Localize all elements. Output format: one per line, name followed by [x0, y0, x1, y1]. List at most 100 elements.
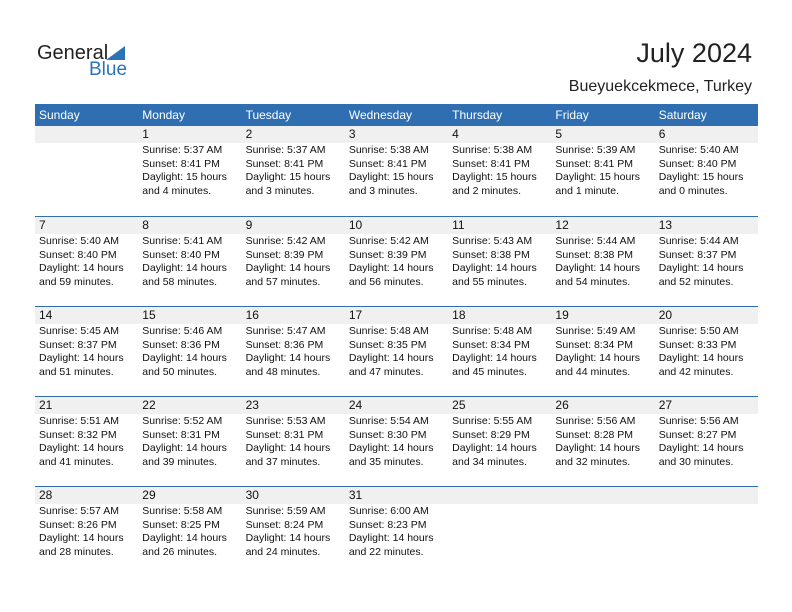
day-info: Sunrise: 5:56 AM Sunset: 8:28 PM Daylight:…: [551, 414, 654, 469]
sunset-text: Sunset: 8:25 PM: [142, 518, 220, 531]
day-cell: 29 Sunrise: 5:58 AM Sunset: 8:25 PM Dayligh…: [138, 487, 242, 576]
daylight1-text: Daylight: 15 hours: [142, 171, 227, 183]
day-info: Sunrise: 5:39 AM Sunset: 8:41 PM Daylight:…: [551, 143, 654, 198]
day-info: Sunrise: 5:57 AM Sunset: 8:26 PM Daylight:…: [35, 504, 138, 559]
daylight1-text: Daylight: 14 hours: [555, 442, 641, 454]
daylight1-text: Daylight: 14 hours: [39, 352, 124, 364]
sunrise-text: Sunrise: 5:58 AM: [142, 505, 223, 517]
day-number: 7: [35, 217, 139, 234]
day-cell: 23 Sunrise: 5:53 AM Sunset: 8:31 PM Dayligh…: [241, 397, 345, 486]
sunrise-text: Sunrise: 5:49 AM: [555, 325, 636, 337]
sunset-text: Sunset: 8:40 PM: [142, 248, 220, 261]
daylight1-text: Daylight: 14 hours: [452, 442, 537, 454]
day-number: 20: [654, 307, 758, 324]
sunset-text: Sunset: 8:34 PM: [555, 338, 634, 351]
day-number: 19: [551, 307, 655, 324]
daylight1-text: Daylight: 15 hours: [658, 171, 744, 183]
daylight2-text: and 24 minutes.: [245, 545, 321, 558]
day-info: Sunrise: 5:42 AM Sunset: 8:39 PM Daylight:…: [242, 234, 345, 289]
day-number: 11: [448, 217, 552, 234]
page-title: July 2024: [636, 38, 752, 68]
sunrise-text: Sunrise: 5:56 AM: [658, 415, 739, 427]
daylight2-text: and 54 minutes.: [555, 275, 631, 288]
week-row: 28 Sunrise: 5:57 AM Sunset: 8:26 PM Dayligh…: [35, 486, 758, 576]
weekday-header: Sunday Monday Tuesday Wednesday Thursday Frid…: [35, 104, 758, 126]
daylight2-text: and 3 minutes.: [245, 184, 315, 197]
daylight2-text: and 26 minutes.: [142, 545, 217, 558]
day-cell: 31 Sunrise: 6:00 AM Sunset: 8:23 PM Dayligh…: [344, 487, 449, 576]
daylight2-text: and 59 minutes.: [39, 275, 114, 288]
day-info: Sunrise: 5:45 AM Sunset: 8:37 PM Daylight:…: [35, 324, 138, 379]
sunrise-text: Sunrise: 5:41 AM: [142, 235, 223, 247]
day-info: Sunrise: 6:00 AM Sunset: 8:23 PM Daylight:…: [345, 504, 448, 559]
day-info: Sunrise: 5:41 AM Sunset: 8:40 PM Daylight:…: [138, 234, 241, 289]
day-cell: 12 Sunrise: 5:44 AM Sunset: 8:38 PM Dayligh…: [551, 217, 655, 306]
daylight2-text: and 47 minutes.: [348, 365, 424, 378]
day-info: Sunrise: 5:59 AM Sunset: 8:24 PM Daylight:…: [242, 504, 345, 559]
day-cell: 16 Sunrise: 5:47 AM Sunset: 8:36 PM Dayligh…: [241, 307, 345, 396]
daylight2-text: and 37 minutes.: [245, 455, 321, 468]
day-number: 21: [35, 397, 139, 414]
day-number: 26: [551, 397, 655, 414]
day-info: Sunrise: 5:42 AM Sunset: 8:39 PM Daylight:…: [345, 234, 448, 289]
sunrise-text: Sunrise: 5:44 AM: [658, 235, 739, 247]
weekday-monday: Monday: [142, 108, 185, 122]
sunset-text: Sunset: 8:41 PM: [142, 157, 220, 170]
day-info: Sunrise: 5:48 AM Sunset: 8:35 PM Daylight:…: [345, 324, 448, 379]
sunrise-text: Sunrise: 5:40 AM: [39, 235, 119, 247]
day-number: 31: [344, 487, 449, 504]
daylight1-text: Daylight: 14 hours: [555, 352, 641, 364]
day-number: 9: [241, 217, 345, 234]
daylight1-text: Daylight: 14 hours: [658, 262, 744, 274]
daylight2-text: and 4 minutes.: [142, 184, 212, 197]
day-cell: 8 Sunrise: 5:41 AM Sunset: 8:40 PM Daylight…: [138, 217, 242, 306]
daylight1-text: Daylight: 15 hours: [452, 171, 537, 183]
day-number: 5: [551, 126, 655, 143]
daylight1-text: Daylight: 14 hours: [142, 532, 227, 544]
day-cell: 1 Sunrise: 5:37 AM Sunset: 8:41 PM Daylight…: [138, 126, 242, 216]
sunrise-text: Sunrise: 5:46 AM: [142, 325, 223, 337]
day-info: Sunrise: 5:55 AM Sunset: 8:29 PM Daylight:…: [448, 414, 551, 469]
empty-day-cell: [654, 487, 758, 576]
week-row: 21 Sunrise: 5:51 AM Sunset: 8:32 PM Dayligh…: [35, 396, 758, 486]
day-number: 13: [654, 217, 758, 234]
daylight1-text: Daylight: 14 hours: [658, 352, 744, 364]
sunrise-text: Sunrise: 5:48 AM: [348, 325, 429, 337]
day-number: 8: [138, 217, 242, 234]
sunset-text: Sunset: 8:32 PM: [39, 428, 117, 441]
sunrise-text: Sunrise: 6:00 AM: [348, 505, 429, 517]
day-number: [448, 487, 552, 504]
daylight2-text: and 56 minutes.: [348, 275, 424, 288]
calendar: Sunday Monday Tuesday Wednesday Thursday Frid…: [35, 104, 758, 576]
daylight1-text: Daylight: 14 hours: [348, 532, 434, 544]
day-cell: 13 Sunrise: 5:44 AM Sunset: 8:37 PM Dayligh…: [654, 217, 758, 306]
sunset-text: Sunset: 8:38 PM: [452, 248, 530, 261]
week-row: 1 Sunrise: 5:37 AM Sunset: 8:41 PM Daylight…: [35, 126, 758, 216]
day-cell: 10 Sunrise: 5:42 AM Sunset: 8:39 PM Dayligh…: [344, 217, 449, 306]
day-number: 29: [138, 487, 242, 504]
day-info: Sunrise: 5:54 AM Sunset: 8:30 PM Daylight:…: [345, 414, 448, 469]
day-number: 3: [344, 126, 449, 143]
sunset-text: Sunset: 8:31 PM: [142, 428, 220, 441]
sunset-text: Sunset: 8:33 PM: [658, 338, 737, 351]
sunset-text: Sunset: 8:24 PM: [245, 518, 324, 531]
day-number: 1: [138, 126, 242, 143]
day-info: Sunrise: 5:43 AM Sunset: 8:38 PM Daylight:…: [448, 234, 551, 289]
sunrise-text: Sunrise: 5:40 AM: [658, 144, 739, 156]
daylight2-text: and 50 minutes.: [142, 365, 217, 378]
sunset-text: Sunset: 8:28 PM: [555, 428, 634, 441]
day-info: Sunrise: 5:37 AM Sunset: 8:41 PM Daylight:…: [242, 143, 345, 198]
day-number: 4: [448, 126, 552, 143]
sunset-text: Sunset: 8:41 PM: [245, 157, 324, 170]
day-number: [551, 487, 655, 504]
weekday-sunday: Sunday: [39, 108, 80, 122]
day-cell: 20 Sunrise: 5:50 AM Sunset: 8:33 PM Dayligh…: [654, 307, 758, 396]
daylight2-text: and 51 minutes.: [39, 365, 114, 378]
logo-triangle-icon: [106, 46, 125, 60]
sunset-text: Sunset: 8:27 PM: [658, 428, 737, 441]
sunset-text: Sunset: 8:35 PM: [348, 338, 427, 351]
day-number: 15: [138, 307, 242, 324]
sunset-text: Sunset: 8:36 PM: [245, 338, 324, 351]
day-number: 30: [241, 487, 345, 504]
weekday-friday: Friday: [555, 108, 589, 122]
